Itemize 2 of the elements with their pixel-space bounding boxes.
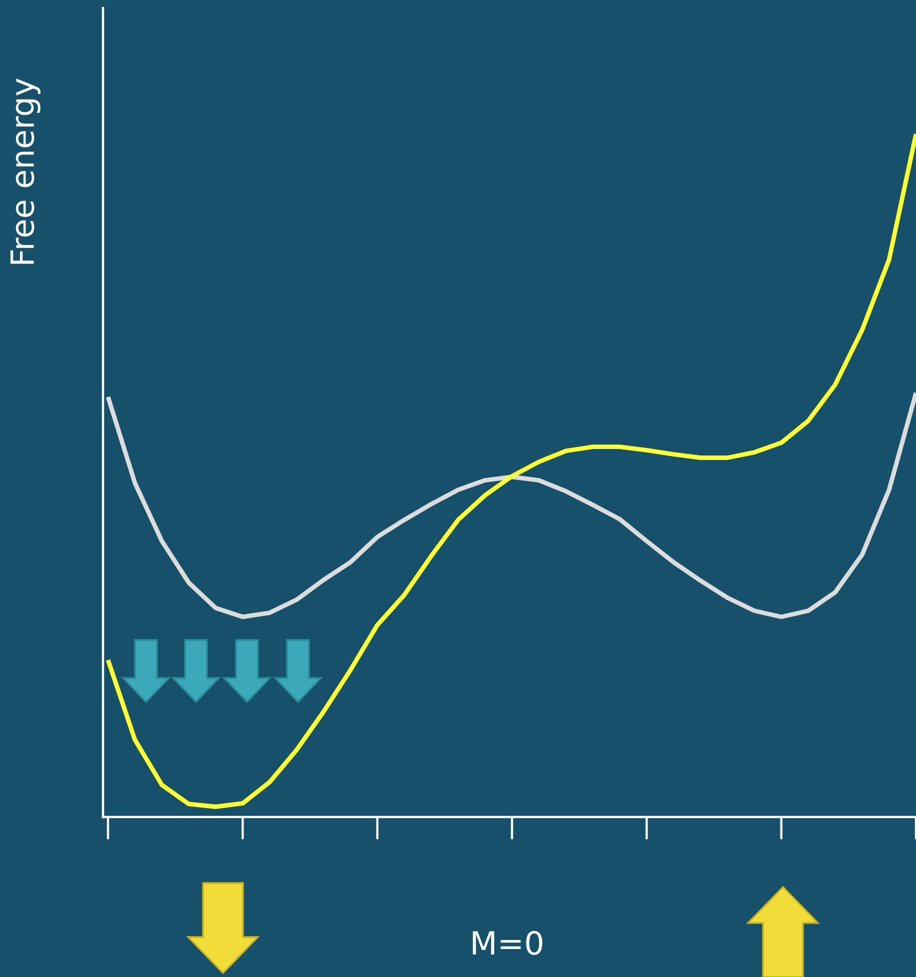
x-axis-title: M=0	[472, 930, 542, 955]
y-axis-title: Free energy	[10, 78, 40, 264]
